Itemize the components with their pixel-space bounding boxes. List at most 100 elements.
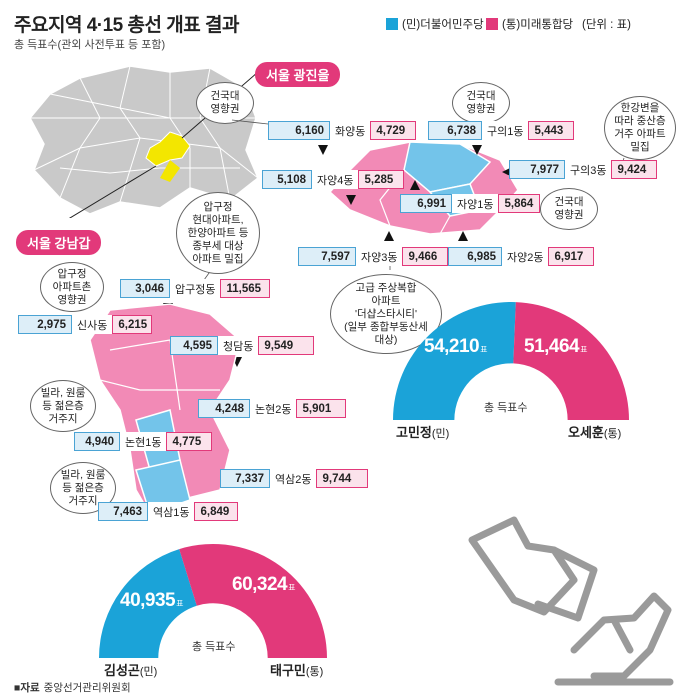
row-dem-value: 4,940 [74, 432, 120, 451]
gwangjin-dem-arc [393, 302, 516, 420]
row-dem-value: 7,977 [509, 160, 565, 179]
row-dong-name: 자양3동 [356, 247, 403, 266]
gwangjin-utd-candidate: 오세훈(통) [568, 425, 622, 440]
pointer-jayang4 [346, 195, 356, 205]
row-dem-value: 6,160 [268, 121, 330, 140]
row-utd-value: 4,775 [166, 432, 213, 451]
gwangjin-dem-candidate: 고민정(민) [396, 425, 450, 440]
gwangjin-note-konkuk-2: 건국대 영향권 [452, 82, 510, 124]
row-dem-value: 6,985 [448, 247, 502, 266]
row-jayang4: 5,108 자양4동 5,285 [262, 170, 405, 189]
row-dem-value: 2,975 [18, 315, 72, 334]
row-dem-value: 6,738 [428, 121, 482, 140]
row-utd-value: 6,215 [112, 315, 153, 334]
gangnam-dem-candidate: 김성곤(민) [104, 663, 158, 678]
legend-utd-label: (통)미래통합당 [502, 19, 574, 31]
row-yeoksam1: 7,463 역삼1동 6,849 [98, 502, 239, 521]
row-dong-name: 역삼1동 [148, 502, 195, 521]
row-guui1: 6,738 구의1동 5,443 [428, 121, 575, 140]
gwangjin-total-label: 총 득표수 [484, 402, 528, 414]
row-dong-name: 구의1동 [482, 121, 529, 140]
gangnam-highlight [160, 160, 180, 182]
row-yeoksam2: 7,337 역삼2동 9,744 [220, 469, 369, 488]
ballot-paper-icon [534, 546, 598, 622]
row-dong-name: 논현2동 [250, 399, 297, 418]
legend-dem: (민)더불어민주당 [386, 16, 484, 32]
row-jayang1: 6,991 자양1동 5,864 [400, 194, 541, 213]
page-title: 주요지역 4·15 총선 개표 결과 [14, 15, 239, 36]
pointer-guui1 [472, 145, 482, 155]
utd-swatch [486, 18, 498, 30]
row-dem-value: 6,991 [400, 194, 452, 213]
gangnam-pointer [68, 165, 157, 218]
gwangjin-note-konkuk-3: 건국대 영향권 [540, 188, 598, 230]
pointer-hwayang [318, 145, 328, 155]
gangnam-note-villa-1: 빌라, 원룸 등 젊은층 거주지 [30, 380, 96, 432]
gwangjin-gauge [393, 302, 629, 420]
row-utd-value: 9,744 [316, 469, 369, 488]
row-utd-value: 11,565 [220, 279, 271, 298]
row-dong-name: 청담동 [218, 336, 259, 355]
gangnam-dem-total: 40,935표 [120, 590, 183, 611]
source-text: 중앙선거관리위원회 [43, 682, 131, 694]
row-dong-name: 구의3동 [565, 160, 612, 179]
row-nonhyeon1: 4,940 논현1동 4,775 [74, 432, 213, 451]
row-utd-value: 5,285 [358, 170, 405, 189]
finger-icon [610, 616, 634, 654]
row-cheongdam: 4,595 청담동 9,549 [170, 336, 315, 355]
row-dem-value: 7,597 [298, 247, 356, 266]
row-dong-name: 역삼2동 [270, 469, 317, 488]
row-sinsa: 2,975 신사동 6,215 [18, 315, 153, 334]
gangnam-note-apgujeong-rodeo: 압구정 아파트촌 영향권 [40, 262, 104, 312]
source-bullet-icon: ■ [14, 682, 21, 694]
gangnam-utd-total: 60,324표 [232, 574, 295, 595]
unit-label: (단위 : 표) [582, 19, 631, 31]
gangnam-map [89, 303, 241, 515]
row-utd-value: 5,864 [498, 194, 541, 213]
row-dem-value: 3,046 [120, 279, 170, 298]
row-utd-value: 5,901 [296, 399, 347, 418]
hand-right-icon [570, 592, 672, 680]
gwangjin-note-hangang: 한강변을 따라 중산층 거주 아파트 밀집 [604, 96, 676, 160]
legend-utd: (통)미래통합당 [486, 16, 573, 32]
pointer-jayang2 [458, 231, 468, 241]
dem-swatch [386, 18, 398, 30]
gangnam-utd-candidate: 태구민(통) [270, 663, 324, 678]
pointer-jayang3 [384, 231, 394, 241]
source-label: 자료 [20, 682, 40, 694]
row-guui3: 7,977 구의3동 9,424 [509, 160, 658, 179]
row-apgujeong: 3,046 압구정동 11,565 [120, 279, 271, 298]
row-dem-value: 7,463 [98, 502, 148, 521]
row-utd-value: 4,729 [370, 121, 417, 140]
gwangjin-utd-arc [513, 302, 629, 420]
row-hwayang: 6,160 화양동 4,729 [268, 121, 417, 140]
page-subtitle: 총 득표수(관외 사전투표 등 포함) [14, 39, 166, 51]
gangnam-note-villa-2: 빌라, 원룸 등 젊은층 거주지 [50, 462, 116, 514]
row-dem-value: 7,337 [220, 469, 270, 488]
row-utd-value: 9,466 [402, 247, 449, 266]
source-line: ■자료 중앙선거관리위원회 [14, 680, 131, 695]
gangnam-dem-arc [99, 549, 197, 658]
legend-dem-label: (민)더불어민주당 [402, 19, 484, 31]
row-utd-value: 9,549 [258, 336, 315, 355]
row-dong-name: 자양4동 [312, 170, 359, 189]
row-dem-value: 5,108 [262, 170, 312, 189]
gangnam-region-label: 서울 강남갑 [16, 230, 102, 255]
gangnam-pink-area [89, 303, 241, 515]
gwangjin-region-label: 서울 광진을 [255, 62, 341, 87]
row-dem-value: 4,595 [170, 336, 218, 355]
gangnam-note-apgujeong-apt: 압구정 현대아파트, 한양아파트 등 종부세 대상 아파트 밀집 [176, 192, 260, 274]
pointer-jayang1 [410, 180, 420, 190]
gwangjin-dem-total: 54,210표 [424, 336, 487, 357]
gwangjin-utd-total: 51,464표 [524, 336, 587, 357]
gangnam-total-label: 총 득표수 [192, 641, 236, 653]
hand-left-icon [468, 516, 578, 616]
row-dong-name: 논현1동 [120, 432, 167, 451]
gangnam-utd-arc [179, 544, 327, 658]
row-utd-value: 9,424 [611, 160, 658, 179]
row-dong-name: 신사동 [72, 315, 113, 334]
row-dong-name: 자양1동 [452, 194, 499, 213]
row-utd-value: 5,443 [528, 121, 575, 140]
gangnam-gauge [99, 544, 327, 658]
gwangjin-note-konkuk-1: 건국대 영향권 [196, 82, 254, 124]
